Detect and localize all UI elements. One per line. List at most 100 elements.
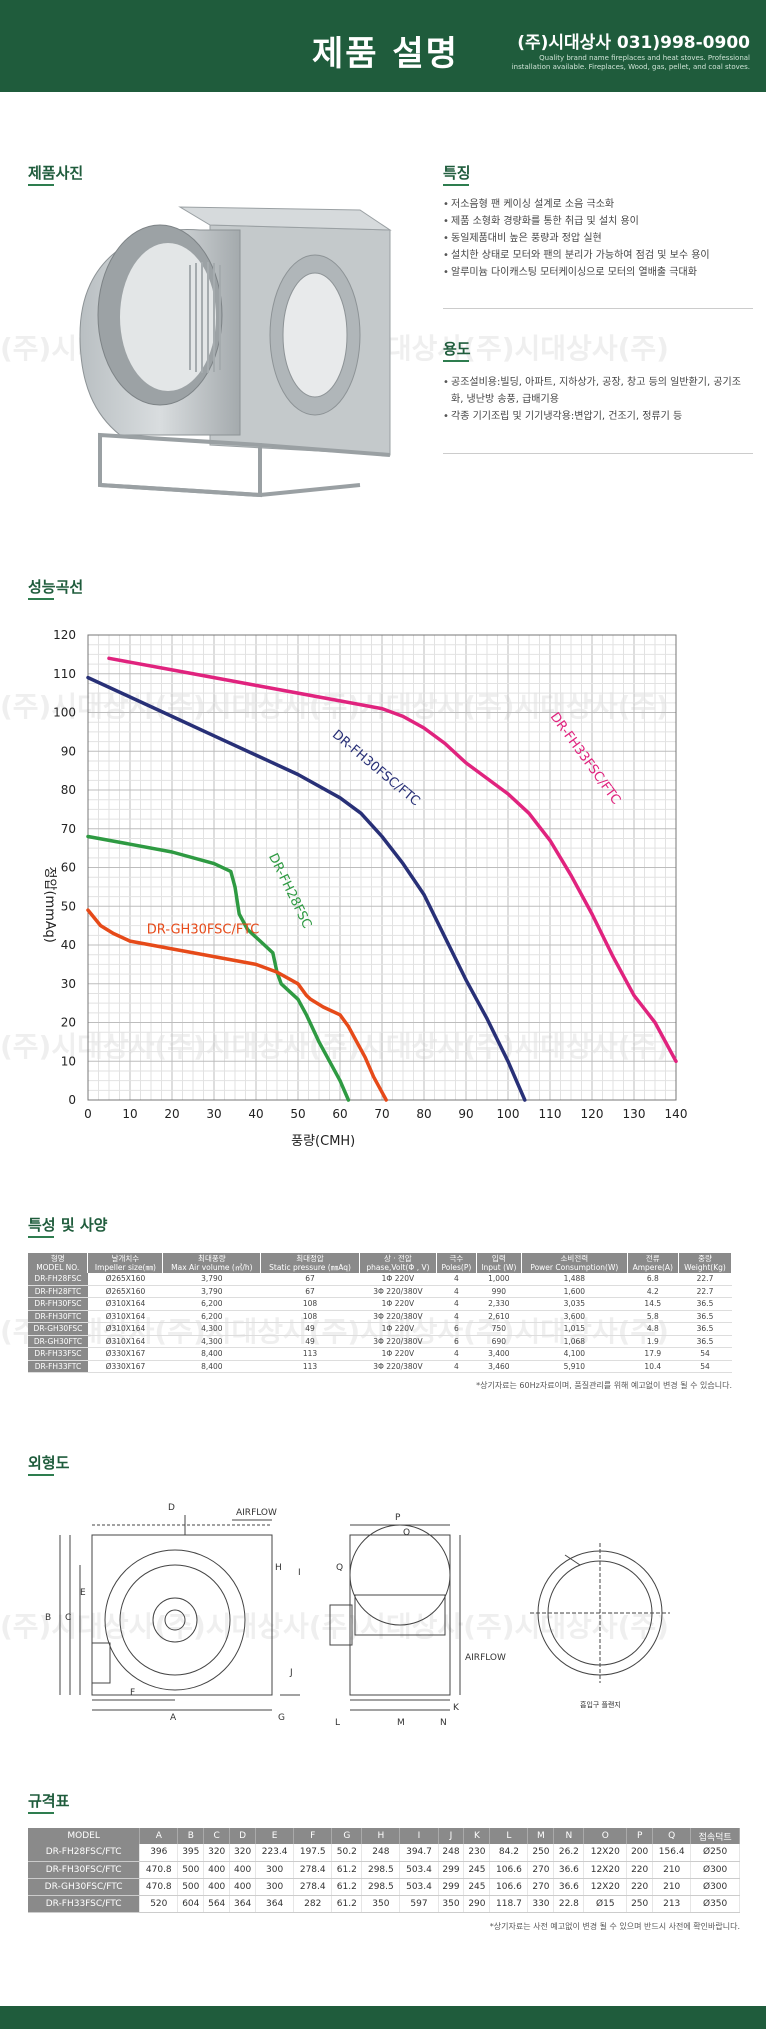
table-cell: 1,068 xyxy=(521,1335,628,1348)
table-cell: 350 xyxy=(361,1895,401,1913)
column-header: I xyxy=(399,1828,439,1844)
table-cell: 12X20 xyxy=(583,1878,628,1896)
table-cell: Ø310X164 xyxy=(87,1322,163,1336)
table-row: DR-FH28FSC/FTC 396 395 320 320 223.4 197.5 50.2… xyxy=(28,1844,740,1862)
table-cell: 364 xyxy=(255,1895,295,1913)
table-row: DR-FH28FSC Ø265X160 3,790 67 1Φ 220V 4 1,000 1,… xyxy=(28,1273,732,1286)
column-header: P xyxy=(626,1828,654,1844)
dim-label: K xyxy=(453,1703,460,1713)
y-axis-label: 정압(mmAq) xyxy=(42,867,57,943)
column-header-en: Impeller size(㎜) xyxy=(94,1263,156,1272)
y-tick-label: 70 xyxy=(61,822,76,836)
airflow-label: AIRFLOW xyxy=(465,1653,506,1663)
table-cell: 299 xyxy=(438,1861,465,1879)
table-cell: 54 xyxy=(678,1360,732,1373)
product-photo xyxy=(79,206,392,498)
table-cell: 6,200 xyxy=(162,1297,261,1311)
table-cell: 118.7 xyxy=(489,1895,529,1913)
table-cell: 250 xyxy=(626,1895,654,1913)
table-cell: 108 xyxy=(260,1297,360,1311)
table-cell: 503.4 xyxy=(399,1861,439,1879)
list-item: 제품 소형화 경량화를 통한 취급 및 설치 용이 xyxy=(443,213,748,230)
watermark: (주)시대상사(주)시대상사(주)시대상사(주)시대상사(주) xyxy=(0,1610,669,1643)
section-title-dims: 규격표 xyxy=(28,1792,70,1810)
table-cell: 364 xyxy=(229,1895,257,1913)
column-header: O xyxy=(583,1828,628,1844)
table-cell: 36.5 xyxy=(678,1310,732,1323)
model-cell: DR-GH30FTC xyxy=(28,1335,88,1348)
table-cell: 298.5 xyxy=(361,1878,401,1896)
section-underline xyxy=(28,1236,54,1238)
table-cell: Ø310X164 xyxy=(87,1310,163,1323)
table-cell: 1.9 xyxy=(627,1335,679,1348)
table-cell: 4 xyxy=(436,1360,477,1373)
column-header: C xyxy=(203,1828,231,1844)
table-cell: Ø265X160 xyxy=(87,1273,163,1286)
model-cell: DR-FH33FSC xyxy=(28,1347,88,1361)
table-cell: 108 xyxy=(260,1310,360,1323)
column-header: K xyxy=(463,1828,491,1844)
table-cell: 282 xyxy=(293,1895,333,1913)
table-cell: 2,610 xyxy=(476,1310,522,1323)
section-title-usage: 용도 xyxy=(443,340,471,358)
column-header: MODEL xyxy=(28,1828,141,1844)
x-tick-label: 0 xyxy=(84,1107,92,1121)
plot-frame xyxy=(87,634,677,1101)
table-cell: Ø310X164 xyxy=(87,1335,163,1348)
section-underline xyxy=(28,184,54,186)
y-tick-label: 30 xyxy=(61,977,76,991)
table-cell: 220 xyxy=(626,1878,654,1896)
table-cell: 54 xyxy=(678,1347,732,1361)
table-cell: 4 xyxy=(436,1285,477,1298)
dim-label: P xyxy=(395,1513,401,1523)
dim-label: M xyxy=(397,1718,405,1728)
section-title-features: 특징 xyxy=(443,164,471,182)
series-line xyxy=(86,834,351,1102)
column-header-ko: 형명 xyxy=(50,1254,65,1263)
performance-chart: 0 10 20 30 40 50 60 70 80 90 100 110 120 130 140 0 10 20 3… xyxy=(20,620,700,1164)
column-header: H xyxy=(361,1828,401,1844)
table-cell: 400 xyxy=(229,1878,257,1896)
chart-svg: 0 10 20 30 40 50 60 70 80 90 100 110 120 130 140 0 10 20 3… xyxy=(42,628,687,1149)
divider xyxy=(443,308,753,309)
column-header: 입력 Input (W) xyxy=(476,1253,523,1273)
model-cell: DR-FH28FTC xyxy=(28,1285,88,1298)
table-cell: 1Φ 220V xyxy=(359,1322,437,1336)
table-cell: Ø250 xyxy=(690,1844,740,1862)
table-cell: 3,460 xyxy=(476,1360,522,1373)
table-cell: 4 xyxy=(436,1310,477,1323)
column-header: D xyxy=(229,1828,257,1844)
table-body: DR-FH28FSC/FTC 396 395 320 320 223.4 197.5 50.2… xyxy=(28,1844,740,1913)
table-cell: 503.4 xyxy=(399,1878,439,1896)
column-header: L xyxy=(489,1828,529,1844)
table-cell: 8,400 xyxy=(162,1347,261,1361)
dim-label: H xyxy=(275,1563,282,1573)
table-cell: 470.8 xyxy=(139,1861,179,1879)
table-cell: 270 xyxy=(527,1861,555,1879)
series-line xyxy=(107,656,678,1064)
table-header-row: 형명 MODEL NO. 날개치수 Impeller size(㎜) 최대풍량 Max A… xyxy=(28,1253,733,1273)
column-header: 최대정압 Static pressure (㎜Aq) xyxy=(260,1253,360,1273)
column-header: N xyxy=(553,1828,585,1844)
model-cell: DR-GH30FSC xyxy=(28,1322,88,1336)
table-cell: Ø330X167 xyxy=(87,1347,163,1361)
model-cell: DR-FH28FSC/FTC xyxy=(28,1844,141,1862)
series-label: DR-FH28FSC xyxy=(265,851,314,931)
table-cell: 4 xyxy=(436,1273,477,1286)
table-cell: 395 xyxy=(177,1844,205,1862)
dim-label: C xyxy=(65,1613,71,1623)
table-cell: 36.5 xyxy=(678,1297,732,1311)
dim-label: J xyxy=(289,1668,293,1678)
column-header-en: Max Air volume (㎥/h) xyxy=(171,1263,253,1272)
table-cell: Ø330X167 xyxy=(87,1360,163,1373)
table-cell: 3,400 xyxy=(476,1347,522,1361)
table-cell: 213 xyxy=(652,1895,692,1913)
x-tick-label: 130 xyxy=(623,1107,646,1121)
table-cell: 49 xyxy=(260,1335,360,1348)
table-cell: 278.4 xyxy=(293,1878,333,1896)
table-cell: 61.2 xyxy=(331,1878,363,1896)
table-row: DR-FH30FTC Ø310X164 6,200 108 3Φ 220/380V 4 2,… xyxy=(28,1310,732,1323)
y-tick-label: 20 xyxy=(61,1016,76,1030)
table-cell: 14.5 xyxy=(627,1297,679,1311)
column-header-ko: 입력 xyxy=(491,1254,506,1263)
